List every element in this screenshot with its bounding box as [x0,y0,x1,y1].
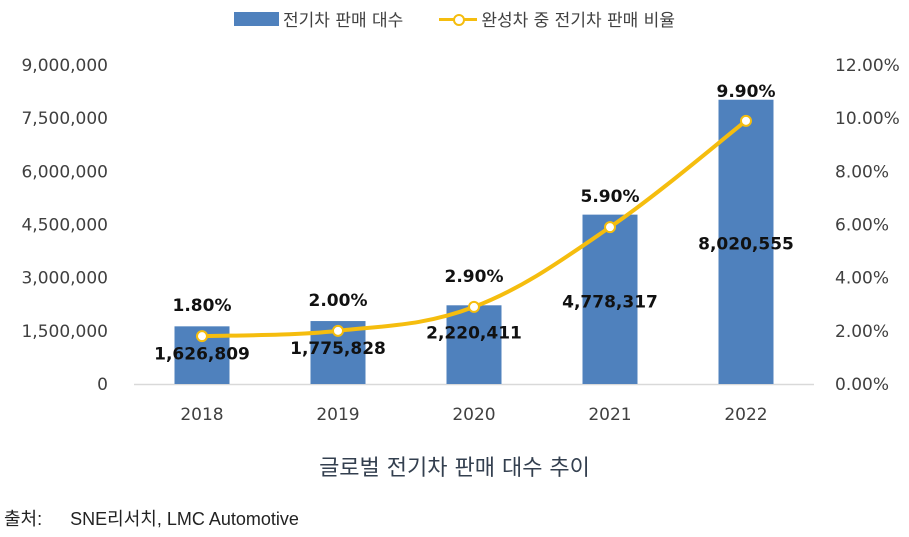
bar-value-label: 1,626,809 [154,344,250,364]
x-tick-label: 2019 [316,405,359,425]
source-text: SNE리서치, LMC Automotive [70,509,299,529]
y-right-tick-label: 0.00% [835,375,889,395]
y-right-tick-label: 8.00% [835,162,889,182]
y-right-tick-label: 6.00% [835,216,889,236]
y-left-tick-label: 7,500,000 [21,109,108,129]
bar-value-label: 8,020,555 [698,235,794,255]
line-series [196,114,752,343]
bar-value-label: 2,220,411 [426,323,522,343]
source-label: 출처: [4,509,43,529]
y-axis-left: 0 1,500,000 3,000,000 4,500,000 6,000,000 7,5… [21,56,108,395]
legend-bar-swatch-icon [234,11,280,26]
bar-2021 [582,214,638,384]
line-value-label: 2.90% [445,267,504,287]
source-note: 출처: SNE리서치, LMC Automotive [4,505,299,531]
y-left-tick-label: 9,000,000 [21,56,108,76]
y-left-tick-label: 4,500,000 [21,216,108,236]
x-axis: 2018 2019 2020 2021 2022 [180,405,767,425]
y-right-tick-label: 4.00% [835,269,889,289]
y-axis-right: 0.00% 2.00% 4.00% 6.00% 8.00% 10.00% 12.00% [835,56,900,395]
bar-2020 [446,305,502,384]
line-value-label: 5.90% [581,187,640,207]
x-tick-label: 2021 [588,405,631,425]
line-value-label: 9.90% [717,82,776,102]
line-marker-2021 [604,221,616,234]
bar-value-label: 1,775,828 [290,339,386,359]
line-marker-2019 [332,324,344,337]
legend-line-swatch-icon [439,12,478,26]
y-right-tick-label: 10.00% [835,109,900,129]
y-right-tick-label: 2.00% [835,322,889,342]
x-tick-label: 2018 [180,405,223,425]
x-tick-label: 2020 [452,405,495,425]
legend: 전기차 판매 대수 완성차 중 전기차 판매 비율 [0,6,909,31]
legend-line-label: 완성차 중 전기차 판매 비율 [481,11,675,31]
y-right-tick-label: 12.00% [835,56,900,76]
line-path [200,118,748,339]
y-left-tick-label: 6,000,000 [21,162,108,182]
x-tick-label: 2022 [724,405,767,425]
line-value-label: 2.00% [309,291,368,311]
chart-caption: 글로벌 전기차 판매 대수 추이 [319,456,590,481]
line-marker-2020 [468,300,480,313]
data-labels: 1,626,809 1,775,828 2,220,411 4,778,317 8,02… [154,82,794,365]
legend-bar-label: 전기차 판매 대수 [283,11,404,31]
y-left-tick-label: 3,000,000 [21,269,108,289]
y-left-tick-label: 1,500,000 [21,322,108,342]
line-value-label: 1.80% [173,296,232,316]
y-left-tick-label: 0 [97,375,108,395]
bar-2022 [718,99,774,384]
legend-item-line[interactable]: 완성차 중 전기차 판매 비율 [439,6,675,31]
line-marker-2018 [196,330,208,343]
bar-value-label: 4,778,317 [562,293,658,313]
legend-item-bar[interactable]: 전기차 판매 대수 [234,6,403,31]
line-marker-2022 [740,114,752,127]
